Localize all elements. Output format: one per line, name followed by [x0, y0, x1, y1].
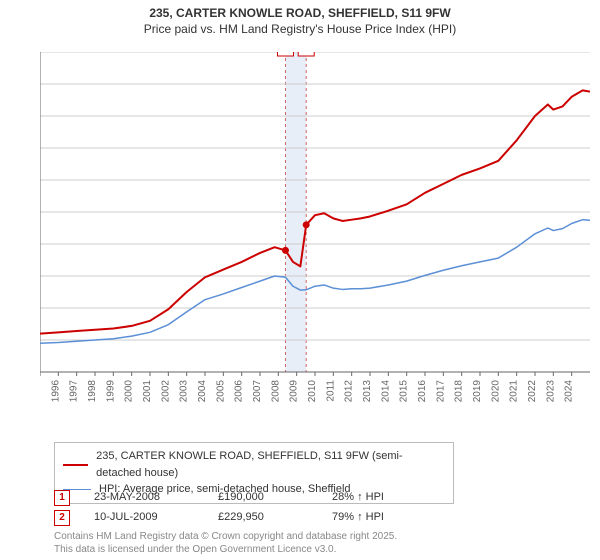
svg-text:1996: 1996	[50, 380, 61, 402]
marker-badge-2: 2	[54, 510, 70, 526]
legend-swatch-property	[63, 464, 88, 466]
marker-badge-1: 1	[54, 490, 70, 506]
svg-text:1998: 1998	[87, 380, 98, 402]
svg-text:2: 2	[303, 52, 309, 55]
marker-row-1: 1 23-MAY-2008 £190,000 28% ↑ HPI	[54, 488, 422, 508]
svg-text:2003: 2003	[179, 380, 190, 402]
svg-text:1997: 1997	[69, 380, 80, 402]
svg-text:2020: 2020	[490, 380, 501, 402]
svg-text:2016: 2016	[417, 380, 428, 402]
svg-text:2001: 2001	[142, 380, 153, 402]
svg-text:2000: 2000	[124, 380, 135, 402]
svg-text:2006: 2006	[234, 380, 245, 402]
svg-text:2015: 2015	[399, 380, 410, 402]
price-line-chart: £0£50K£100K£150K£200K£250K£300K£350K£400…	[40, 52, 590, 402]
svg-text:2011: 2011	[325, 380, 336, 402]
marker-hpi-1: 28% ↑ HPI	[332, 488, 422, 508]
svg-text:2009: 2009	[289, 380, 300, 402]
marker-row-2: 2 10-JUL-2009 £229,950 79% ↑ HPI	[54, 508, 422, 528]
legend-label-property: 235, CARTER KNOWLE ROAD, SHEFFIELD, S11 …	[96, 448, 445, 481]
marker-price-1: £190,000	[218, 488, 308, 508]
svg-text:2022: 2022	[527, 380, 538, 402]
svg-text:2021: 2021	[509, 380, 520, 402]
marker-date-1: 23-MAY-2008	[94, 488, 194, 508]
svg-text:1995: 1995	[40, 380, 43, 402]
marker-date-2: 10-JUL-2009	[94, 508, 194, 528]
svg-text:2018: 2018	[454, 380, 465, 402]
svg-text:2002: 2002	[160, 380, 171, 402]
svg-text:2014: 2014	[380, 380, 391, 402]
credits-line1: Contains HM Land Registry data © Crown c…	[54, 530, 397, 543]
marker-price-2: £229,950	[218, 508, 308, 528]
svg-text:2019: 2019	[472, 380, 483, 402]
svg-text:2007: 2007	[252, 380, 263, 402]
svg-text:2024: 2024	[564, 380, 575, 402]
chart-area: £0£50K£100K£150K£200K£250K£300K£350K£400…	[40, 52, 590, 402]
title-block: 235, CARTER KNOWLE ROAD, SHEFFIELD, S11 …	[0, 0, 600, 37]
credits-line2: This data is licensed under the Open Gov…	[54, 543, 397, 556]
svg-text:2010: 2010	[307, 380, 318, 402]
svg-text:2013: 2013	[362, 380, 373, 402]
svg-text:2008: 2008	[270, 380, 281, 402]
svg-text:2012: 2012	[344, 380, 355, 402]
svg-text:2023: 2023	[545, 380, 556, 402]
marker-hpi-2: 79% ↑ HPI	[332, 508, 422, 528]
legend-item-property: 235, CARTER KNOWLE ROAD, SHEFFIELD, S11 …	[63, 448, 445, 481]
title-address: 235, CARTER KNOWLE ROAD, SHEFFIELD, S11 …	[0, 6, 600, 22]
svg-text:2005: 2005	[215, 380, 226, 402]
title-subtitle: Price paid vs. HM Land Registry's House …	[0, 22, 600, 38]
svg-text:1: 1	[283, 52, 289, 55]
svg-text:2017: 2017	[435, 380, 446, 402]
chart-container: 235, CARTER KNOWLE ROAD, SHEFFIELD, S11 …	[0, 0, 600, 560]
svg-text:2004: 2004	[197, 380, 208, 402]
svg-text:1999: 1999	[105, 380, 116, 402]
marker-table: 1 23-MAY-2008 £190,000 28% ↑ HPI 2 10-JU…	[54, 488, 422, 528]
credits: Contains HM Land Registry data © Crown c…	[54, 530, 397, 556]
